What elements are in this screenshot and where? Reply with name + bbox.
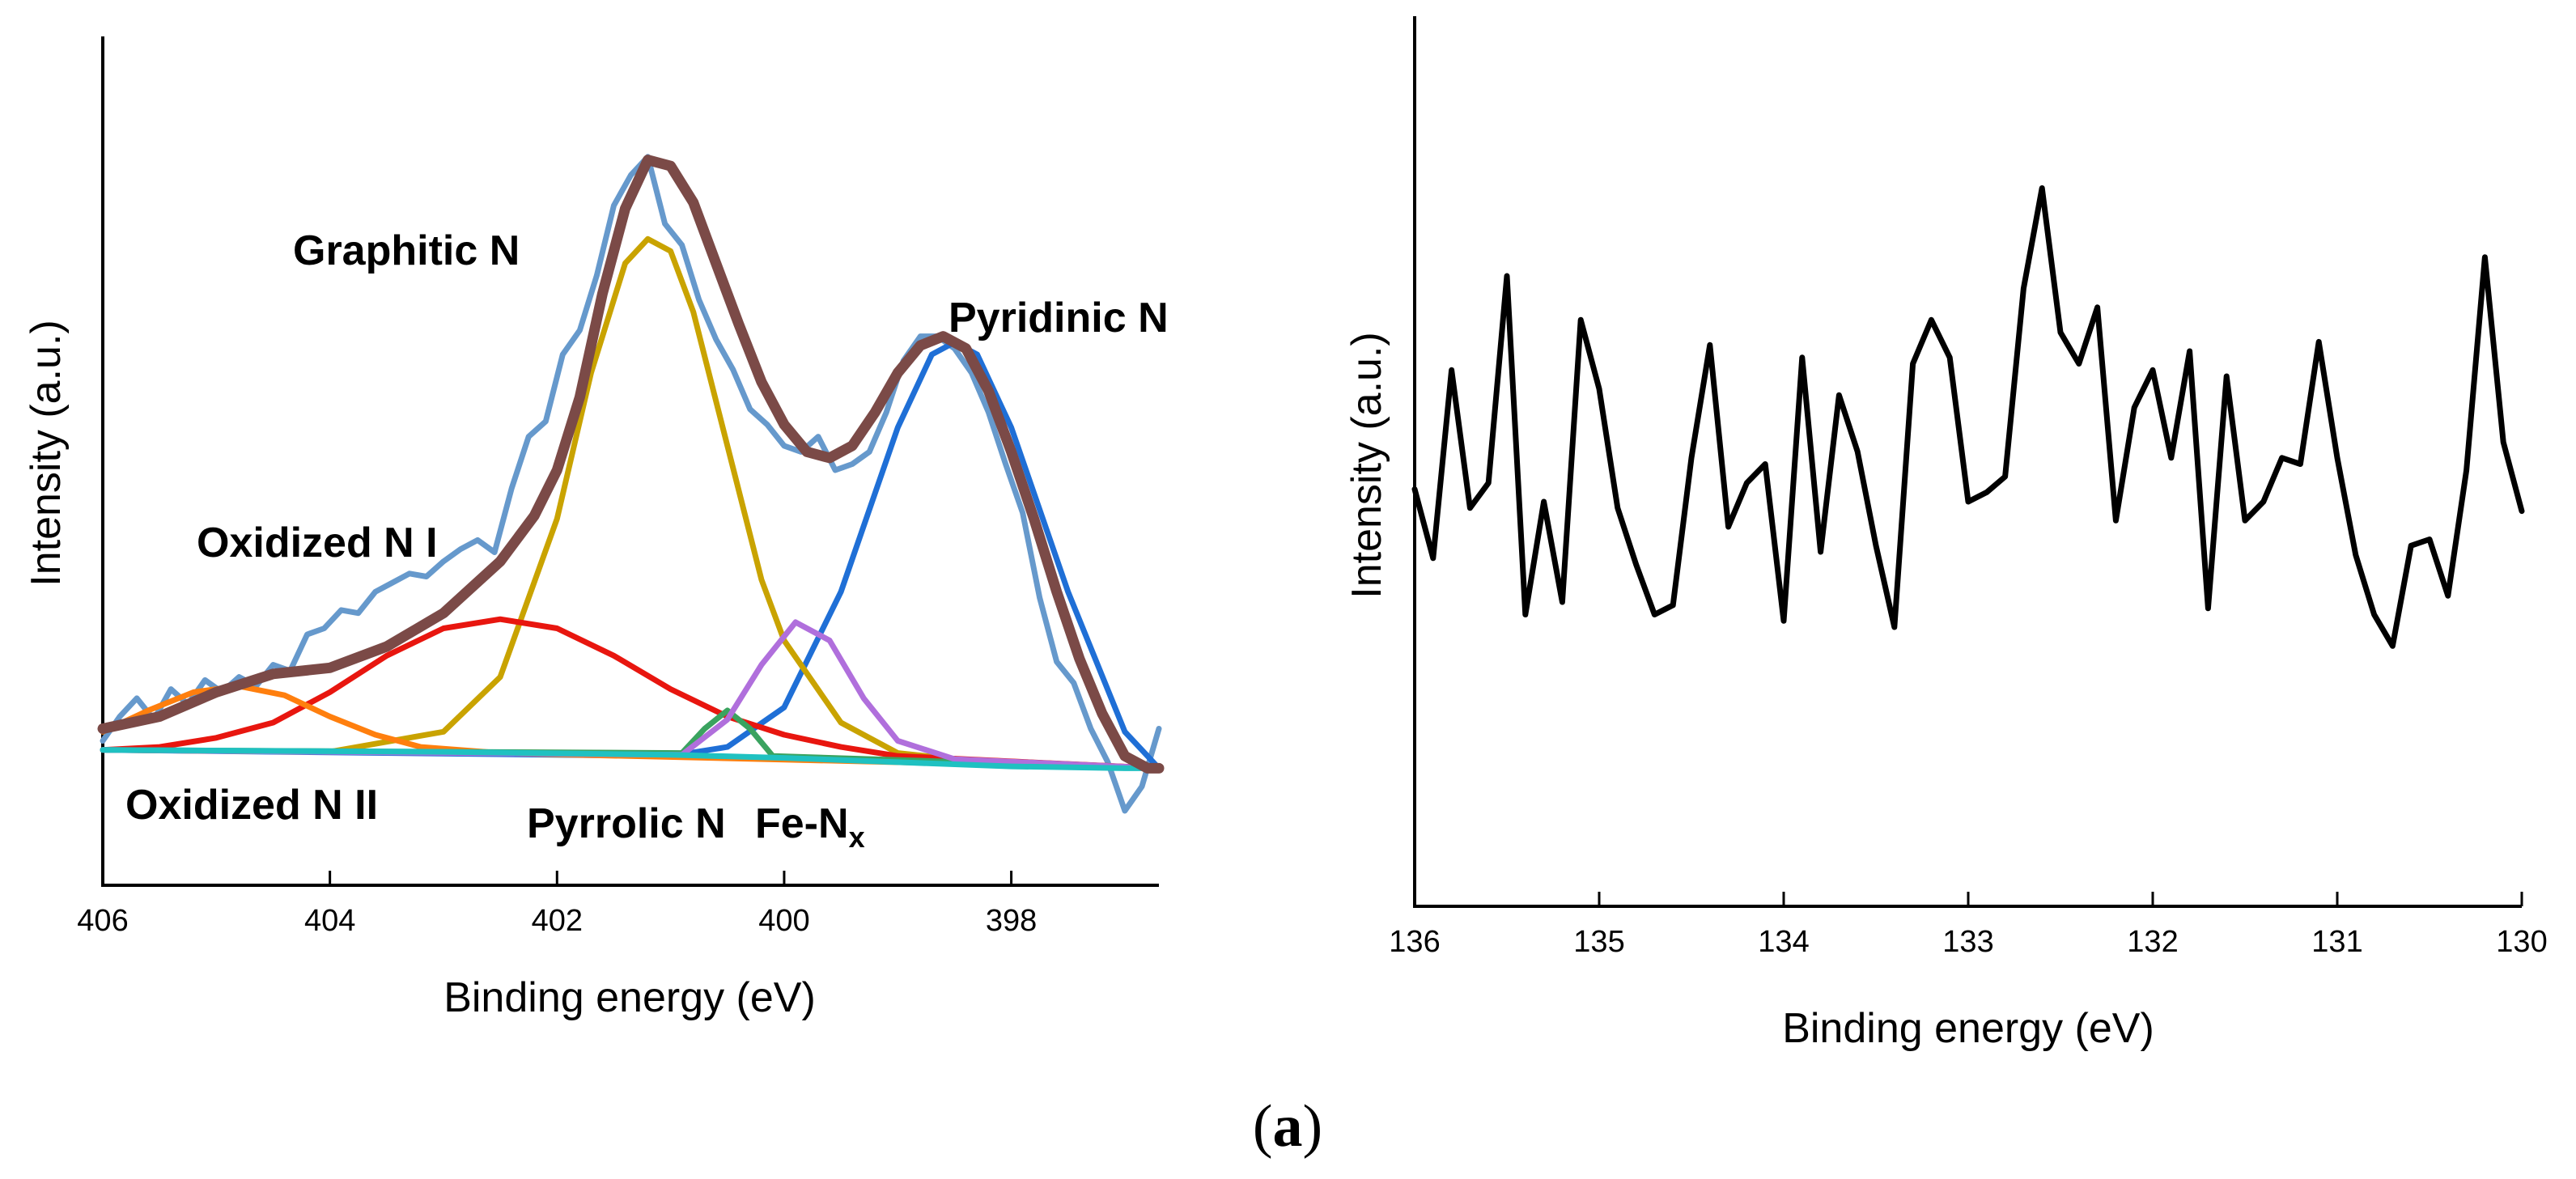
n1s-x-axis-label: Binding energy (eV): [443, 974, 816, 1021]
annotation-fe-nx: Fe-Nx: [755, 800, 865, 854]
n1s-series-graphitic-n: [100, 235, 1162, 771]
n1s-series-raw-data: [100, 154, 1162, 814]
n1s-series-fe-nx: [100, 619, 1162, 771]
p2p-x-tick-label-130: 130: [2496, 925, 2547, 959]
n1s-x-tick-label-400: 400: [758, 904, 809, 938]
p2p-x-tick-label-136: 136: [1389, 925, 1440, 959]
n1s-y-axis-label: Intensity (a.u.): [23, 320, 70, 586]
n1s-x-tick-label-398: 398: [986, 904, 1037, 938]
n1s-x-tick-label-402: 402: [532, 904, 583, 938]
annotation-graphitic-n: Graphitic N: [293, 227, 520, 274]
n1s-series-baseline: [100, 747, 1162, 771]
p2p-y-axis-label: Intensity (a.u.): [1343, 332, 1390, 598]
panel-label-close: ): [1303, 1093, 1323, 1160]
n1s-x-tick-label-404: 404: [304, 904, 355, 938]
p2p-x-tick-label-134: 134: [1758, 925, 1809, 959]
annotation-pyridinic-n: Pyridinic N: [948, 295, 1169, 341]
panel-label-open: (: [1253, 1093, 1273, 1160]
annotation-pyrrolic-n: Pyrrolic N: [527, 800, 726, 847]
annotation-fe-nx-subscript: x: [849, 821, 865, 854]
n1s-series-oxidized-n-i: [100, 616, 1162, 771]
p2p-series-raw-data: [1411, 185, 2525, 649]
annotation-fe-nx-text: Fe-N: [755, 800, 849, 847]
panel-label-letter: a: [1273, 1093, 1303, 1160]
p2p-x-tick-label-132: 132: [2127, 925, 2178, 959]
n1s-chart: 406 404 402 400 398 Binding energy (eV) Inte…: [23, 36, 1169, 1021]
p2p-x-tick-label-133: 133: [1942, 925, 1993, 959]
n1s-series-pyridinic-n: [100, 339, 1162, 771]
p2p-x-tick-label-131: 131: [2311, 925, 2362, 959]
p2p-x-axis-label: Binding energy (eV): [1782, 1005, 2154, 1052]
n1s-x-tick-label-406: 406: [77, 904, 128, 938]
n1s-series-fitted-envelope: [97, 155, 1165, 774]
p2p-x-tick-label-135: 135: [1573, 925, 1624, 959]
annotation-oxidized-n-ii: Oxidized N II: [125, 782, 378, 829]
annotation-oxidized-n-i: Oxidized N I: [197, 520, 438, 566]
panel-label: (a): [1253, 1093, 1322, 1160]
p2p-chart: 136 135 134 133 132 131 130 Binding energy (eV…: [1343, 16, 2548, 1052]
